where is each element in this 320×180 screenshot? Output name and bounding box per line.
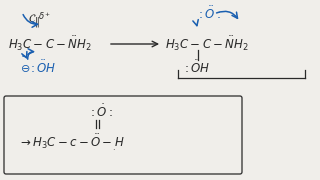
- Text: $:\ddot{O}H$: $:\ddot{O}H$: [182, 60, 210, 76]
- Text: $\rightarrow H_3C-c-\ddot{O}-H$: $\rightarrow H_3C-c-\ddot{O}-H$: [18, 133, 124, 151]
- Text: $:\dot{O}:$: $:\dot{O}:$: [88, 104, 113, 120]
- Text: $\delta^+$: $\delta^+$: [38, 10, 52, 22]
- Text: $:\ddot{O}H$: $:\ddot{O}H$: [28, 60, 56, 76]
- Text: $\mathcal{C}$: $\mathcal{C}$: [28, 12, 36, 24]
- Text: $H_3C-C-\ddot{N}H_2$: $H_3C-C-\ddot{N}H_2$: [165, 35, 249, 53]
- Text: $\|$: $\|$: [34, 15, 40, 29]
- Text: $\ominus$: $\ominus$: [20, 62, 30, 73]
- Text: $H_3C-C-\ddot{N}H_2$: $H_3C-C-\ddot{N}H_2$: [8, 35, 92, 53]
- Text: $:\ddot{O}:$: $:\ddot{O}:$: [196, 6, 221, 22]
- Text: $.$: $.$: [112, 144, 116, 152]
